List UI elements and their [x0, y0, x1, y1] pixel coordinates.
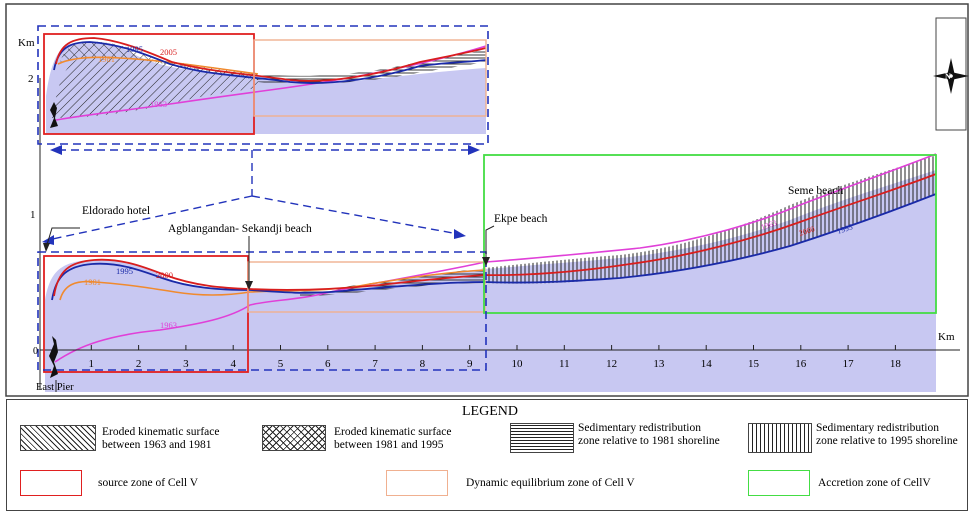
legend-sed-1981-line1: Sedimentary redistribution — [578, 422, 701, 434]
legend-box — [6, 399, 968, 511]
line-1981-main — [59, 269, 486, 301]
legend-sed-1995-line1: Sedimentary redistribution — [816, 422, 939, 434]
inset-label-2005: 2005 — [160, 47, 177, 57]
x-tick-label: 14 — [701, 358, 713, 370]
x-tick-label: 10 — [512, 358, 524, 370]
compass-n-label: N — [945, 72, 951, 81]
legend-eroded-1981-1995: Eroded kinematic surface between 1981 an… — [334, 426, 452, 452]
x-tick-label: 16 — [795, 358, 807, 370]
line-1963-main — [54, 153, 937, 363]
seme-label: Seme beach — [788, 185, 843, 197]
source-zone-box-main — [43, 255, 249, 373]
line-2000-main — [53, 173, 937, 297]
agblangandan-label: Agblangandan- Sekandji beach — [168, 223, 312, 235]
main-label-1963: 1963 — [160, 320, 177, 330]
swatch-sed-1995 — [748, 423, 812, 453]
east-pier-label: East Pier — [36, 382, 74, 393]
legend-equilibrium-zone: Dynamic equilibrium zone of Cell V — [466, 477, 635, 489]
eldorado-label: Eldorado hotel — [82, 205, 150, 217]
legend-eroded-1963-1981-line2: between 1963 and 1981 — [102, 439, 212, 451]
legend-eroded-1963-1981-line1: Eroded kinematic surface — [102, 426, 220, 438]
dashed-frame-inset — [37, 25, 489, 145]
x-tick-label: 3 — [183, 358, 189, 370]
pointer-lines — [45, 225, 495, 286]
legend-sed-1995: Sedimentary redistribution zone relative… — [816, 422, 958, 448]
swatch-eroded-1981-1995 — [262, 425, 326, 451]
x-tick-label: 1 — [89, 358, 95, 370]
line-1995-inset — [53, 41, 487, 84]
equilibrium-zone-box-inset — [253, 39, 487, 117]
x-tick-label: 8 — [420, 358, 426, 370]
x-tick-label: 2 — [136, 358, 142, 370]
main-label-1981: 1981 — [84, 277, 101, 287]
line-1963-inset — [55, 45, 487, 121]
x-tick-label: 4 — [230, 358, 236, 370]
x-tick-label: 12 — [606, 358, 617, 370]
legend-eroded-1963-1981: Eroded kinematic surface between 1963 an… — [102, 426, 220, 452]
sed-1995-zone-main — [485, 156, 934, 284]
legend-sed-1995-line2: zone relative to 1995 shoreline — [816, 435, 958, 447]
legend-sed-1981-line2: zone relative to 1981 shoreline — [578, 435, 720, 447]
inset-label-1981: 1981 — [98, 54, 115, 64]
y-tick-0: 0 — [33, 346, 38, 357]
x-tick-label: 13 — [653, 358, 665, 370]
x-axis-ticks: 1 2 3 4 5 6 7 8 9 10 11 12 13 14 15 16 17 18 — [89, 345, 902, 370]
x-tick-label: 17 — [843, 358, 855, 370]
swatch-accretion-zone — [748, 470, 810, 496]
zoom-connectors — [47, 149, 472, 241]
swatch-equilibrium-zone — [386, 470, 448, 496]
x-tick-label: 15 — [748, 358, 760, 370]
x-tick-label: 9 — [467, 358, 473, 370]
x-tick-label: 5 — [278, 358, 284, 370]
x-tick-label: 7 — [372, 358, 378, 370]
line-1995-main — [51, 193, 937, 301]
legend-title: LEGEND — [462, 404, 518, 419]
main-label-1995: 1995 — [116, 266, 133, 276]
x-tick-label: 18 — [890, 358, 902, 370]
km-label-right: Km — [938, 331, 955, 343]
main-label-2000: 2000 — [156, 270, 173, 280]
line-1981-inset — [57, 56, 259, 75]
figure-border — [5, 3, 969, 397]
legend-eroded-1981-1995-line2: between 1981 and 1995 — [334, 439, 444, 451]
ekpe-label: Ekpe beach — [494, 213, 548, 225]
swatch-source-zone — [20, 470, 82, 496]
east-pier — [49, 336, 58, 378]
x-tick-label: 6 — [325, 358, 331, 370]
inset-label-1963: 1963 — [150, 99, 167, 109]
x-tick-label: 11 — [559, 358, 570, 370]
line-2005-inset — [55, 37, 487, 82]
shoreline-diagram: 1 2 3 4 5 6 7 8 9 10 11 12 13 14 15 16 17 18 — [5, 3, 969, 397]
legend-source-zone: source zone of Cell V — [98, 477, 199, 489]
y-tick-2: 2 — [28, 73, 34, 85]
y-tick-1: 1 — [30, 209, 36, 221]
swatch-eroded-1963-1981 — [20, 425, 96, 451]
legend-accretion-zone: Accretion zone of CellV — [818, 477, 931, 489]
dashed-frame-main — [37, 251, 487, 371]
legend-eroded-1981-1995-line1: Eroded kinematic surface — [334, 426, 452, 438]
compass-rose-icon — [933, 58, 969, 94]
inset-label-1995: 1995 — [126, 44, 143, 54]
legend-sed-1981: Sedimentary redistribution zone relative… — [578, 422, 720, 448]
swatch-sed-1981 — [510, 423, 574, 453]
accretion-zone-box — [483, 154, 937, 314]
east-pier-inset — [50, 102, 58, 128]
km-label-top: Km — [18, 37, 35, 49]
